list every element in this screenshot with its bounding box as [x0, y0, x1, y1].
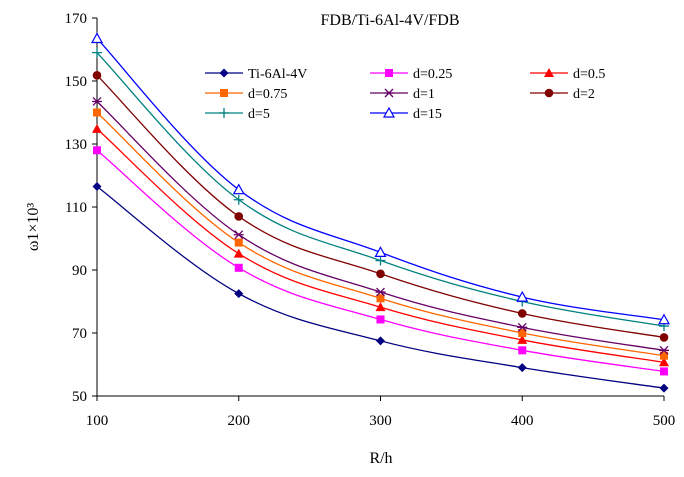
x-tick-label: 100 [86, 413, 109, 429]
legend-marker [544, 88, 554, 98]
y-tick-label: 170 [65, 11, 88, 27]
data-point [232, 183, 245, 195]
series-6 [92, 71, 669, 342]
data-point [517, 309, 527, 318]
legend-marker [544, 68, 554, 77]
legend: Ti-6Al-4V d=0.25 d=0.5 d=0.75 d=1 d=2 d=5 d=15 [205, 67, 605, 122]
x-axis-title: R/h [369, 450, 392, 467]
y-tick-label: 150 [65, 74, 88, 90]
data-point [659, 357, 669, 367]
x-tick-label: 400 [511, 413, 534, 429]
data-point [234, 238, 243, 247]
data-point [234, 289, 244, 299]
data-point [376, 294, 385, 303]
data-point [92, 47, 102, 58]
legend-marker [219, 68, 229, 78]
legend-marker [382, 106, 396, 118]
data-point [375, 302, 386, 312]
legend-item: d=0.75 [205, 87, 287, 102]
series-line [96, 74, 665, 339]
x-tick-label: 500 [653, 413, 676, 429]
data-point [233, 194, 244, 205]
data-point [518, 346, 527, 355]
y-tick-label: 70 [72, 326, 87, 342]
data-point [90, 32, 104, 44]
data-point [660, 351, 668, 360]
legend-marker [385, 69, 393, 77]
data-point [374, 246, 387, 257]
legend-item: d=15 [370, 106, 442, 122]
legend-label: Ti-6Al-4V [248, 67, 307, 82]
legend-item: d=2 [530, 87, 595, 102]
legend-label: d=5 [248, 107, 270, 122]
data-point [92, 97, 102, 106]
series-layer [90, 32, 671, 393]
y-tick-label: 110 [65, 200, 87, 216]
data-point [659, 333, 669, 342]
series-4 [93, 108, 668, 360]
legend-item: d=0.25 [370, 67, 452, 82]
series-line [96, 38, 665, 321]
legend-item: d=0.5 [530, 67, 605, 82]
series-1 [92, 182, 669, 393]
y-axis-title: ω1×10³ [25, 203, 42, 252]
data-point [659, 345, 669, 355]
data-point [376, 315, 385, 324]
x-tick-label: 300 [369, 413, 392, 429]
legend-item: Ti-6Al-4V [205, 67, 307, 82]
legend-marker [384, 88, 394, 98]
y-tick-label: 130 [65, 137, 88, 153]
legend-label: d=2 [573, 87, 595, 102]
data-point [517, 334, 528, 344]
data-point [660, 367, 668, 376]
y-tick-label: 50 [72, 389, 87, 405]
data-point [92, 123, 102, 133]
legend-label: d=1 [413, 87, 435, 102]
legend-item: d=1 [370, 87, 435, 102]
data-point [234, 263, 243, 272]
legend-item: d=5 [205, 107, 270, 122]
data-point [92, 182, 102, 192]
data-point [517, 322, 528, 332]
data-point [376, 269, 385, 279]
data-point [518, 329, 527, 337]
y-tick-label: 90 [72, 263, 87, 279]
chart-title: FDB/Ti-6Al-4V/FDB [320, 12, 459, 29]
data-point [93, 108, 101, 117]
data-point [659, 383, 669, 393]
legend-marker [220, 89, 228, 97]
x-tick-label: 200 [228, 413, 251, 429]
data-point [375, 255, 386, 266]
legend-marker [219, 108, 229, 118]
legend-label: d=0.5 [573, 67, 605, 82]
series-5 [92, 97, 669, 355]
data-point [233, 248, 244, 258]
legend-label: d=15 [413, 107, 442, 122]
series-line [96, 128, 665, 363]
data-point [234, 212, 244, 221]
data-point [93, 146, 101, 155]
data-point [516, 290, 529, 302]
data-point [376, 336, 385, 346]
series-2 [93, 146, 668, 376]
legend-label: d=0.25 [413, 67, 452, 82]
data-point [92, 71, 102, 80]
series-3 [92, 123, 669, 367]
data-point [657, 313, 671, 325]
series-line [96, 186, 665, 389]
data-point [517, 363, 527, 373]
data-point [233, 230, 244, 240]
legend-label: d=0.75 [248, 87, 287, 102]
axes: 50 70 90 110 130 150 170 100 200 300 400 500 [65, 11, 676, 429]
data-point [375, 287, 386, 297]
series-8 [90, 32, 671, 325]
